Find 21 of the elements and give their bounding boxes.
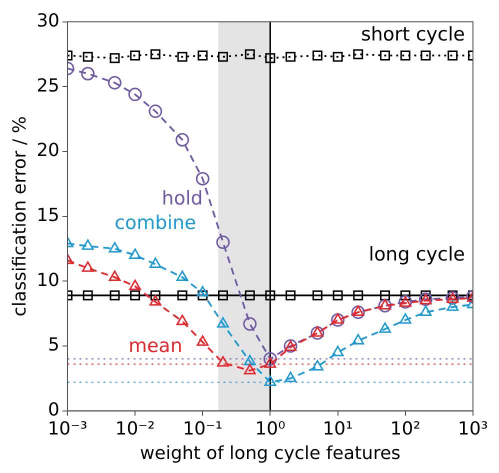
series-label: hold [162, 188, 203, 210]
x-tick-label: 10¹ [322, 418, 353, 440]
series-label: combine [114, 212, 196, 234]
y-tick-label: 5 [48, 334, 60, 356]
x-tick-label: 10⁻¹ [182, 418, 222, 440]
x-tick-label: 10³ [458, 418, 488, 440]
x-tick-label: 10⁻³ [48, 418, 88, 440]
x-tick-label: 10⁰ [255, 418, 286, 440]
series-label: mean [128, 334, 182, 357]
y-tick-label: 25 [36, 75, 60, 96]
y-tick-label: 0 [48, 399, 60, 420]
y-tick-label: 15 [36, 204, 60, 226]
x-axis-title: weight of long cycle features [140, 442, 401, 464]
series-label: long cycle [368, 243, 465, 266]
y-tick-label: 10 [36, 270, 60, 291]
y-tick-label: 20 [36, 140, 60, 162]
x-tick-label: 10⁻² [115, 418, 155, 440]
y-axis-title: classification error / % [9, 116, 30, 316]
x-tick-label: 10² [390, 418, 420, 440]
y-tick-label: 30 [36, 10, 60, 32]
series-label: short cycle [360, 23, 465, 46]
